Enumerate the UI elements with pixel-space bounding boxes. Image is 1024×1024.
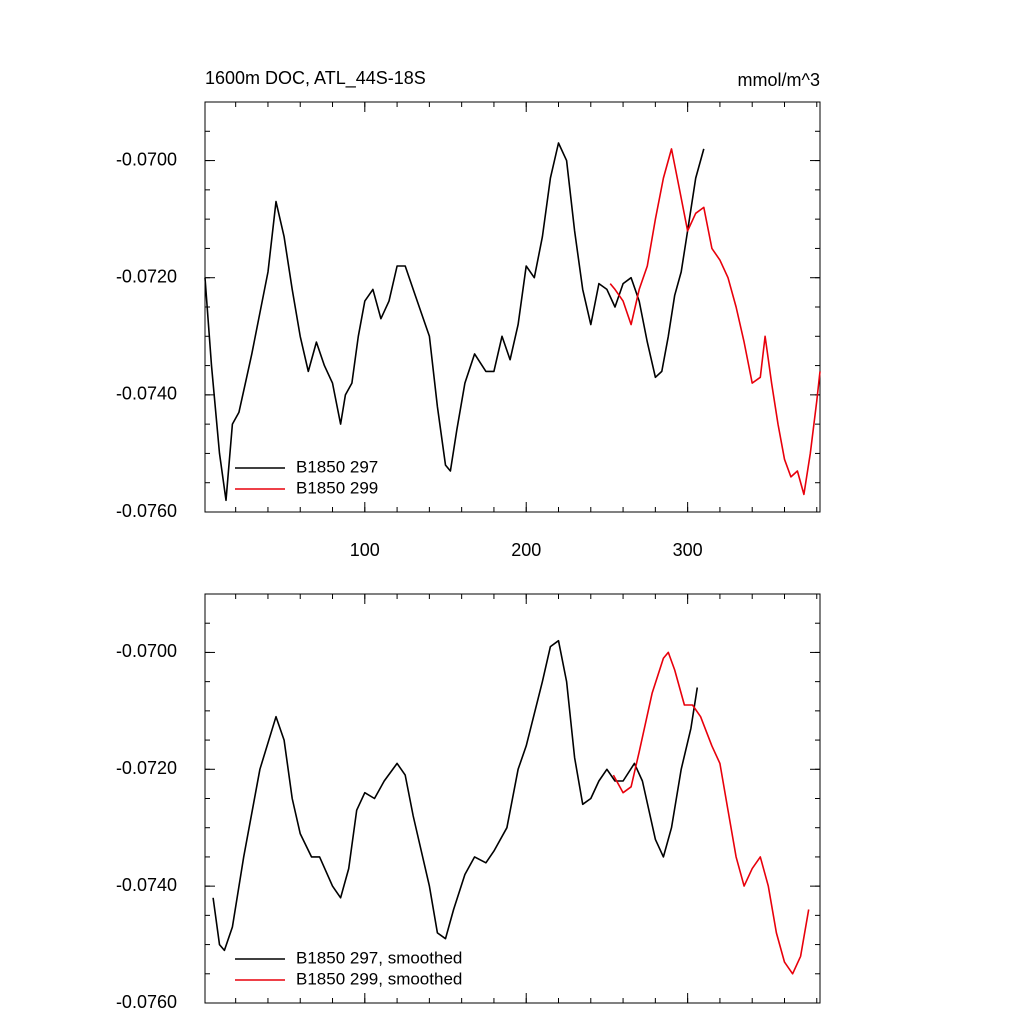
y-tick-label: -0.0760	[116, 501, 177, 521]
chart-title: 1600m DOC, ATL_44S-18S	[205, 68, 426, 89]
y-tick-label: -0.0720	[116, 266, 177, 286]
legend-label: B1850 297	[296, 457, 378, 476]
units-label: mmol/m^3	[738, 70, 820, 90]
y-tick-label: -0.0700	[116, 149, 177, 169]
y-tick-label: -0.0740	[116, 384, 177, 404]
data-line	[612, 651, 810, 975]
data-line	[609, 148, 821, 496]
y-tick-label: -0.0760	[116, 992, 177, 1012]
y-tick-label: -0.0740	[116, 875, 177, 895]
data-line	[204, 142, 705, 502]
x-tick-label: 100	[350, 540, 380, 560]
legend-label: B1850 299, smoothed	[296, 969, 462, 988]
y-tick-label: -0.0700	[116, 641, 177, 661]
x-tick-label: 200	[511, 540, 541, 560]
legend-label: B1850 297, smoothed	[296, 948, 462, 967]
data-line	[212, 639, 699, 952]
legend-label: B1850 299	[296, 478, 378, 497]
y-tick-label: -0.0720	[116, 758, 177, 778]
x-tick-label: 300	[673, 540, 703, 560]
plot-frame	[204, 101, 821, 513]
